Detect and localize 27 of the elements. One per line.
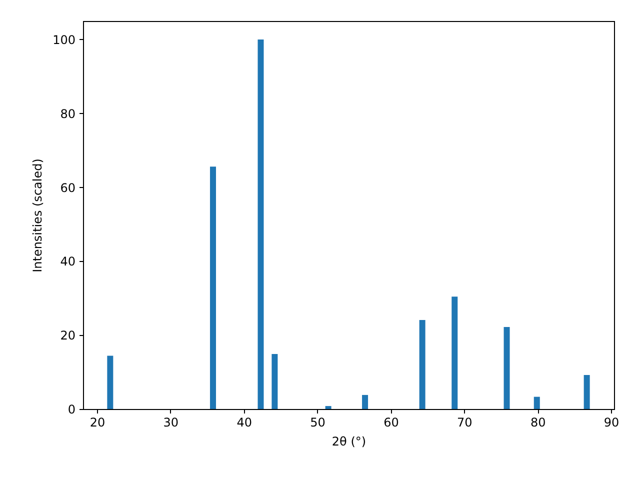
- x-tick-label: 30: [163, 416, 179, 430]
- y-tick-label: 0: [68, 402, 76, 416]
- x-tick-label: 20: [90, 416, 106, 430]
- x-tick-label: 70: [457, 416, 472, 430]
- bar: [419, 320, 426, 409]
- x-tick-label: 60: [384, 416, 399, 430]
- bar: [534, 396, 540, 409]
- bar: [272, 354, 278, 409]
- y-tick-label: 80: [60, 106, 76, 121]
- x-axis-title: 2θ (°): [332, 434, 366, 448]
- bar: [362, 394, 368, 409]
- x-tick-label: 50: [310, 416, 326, 430]
- x-tick-label: 80: [530, 416, 546, 430]
- bar: [107, 356, 114, 409]
- bar: [258, 39, 264, 409]
- x-tick-label: 90: [604, 416, 620, 430]
- bar: [325, 406, 332, 409]
- y-tick-label: 20: [60, 328, 76, 343]
- y-tick-label: 60: [60, 180, 76, 195]
- bar: [504, 326, 510, 409]
- bar: [210, 166, 216, 409]
- bar: [584, 375, 590, 409]
- bar: [452, 296, 458, 409]
- x-tick-label: 40: [236, 416, 252, 430]
- y-tick-label: 100: [52, 32, 76, 47]
- y-tick-label: 40: [60, 254, 76, 269]
- y-axis-title: Intensities (scaled): [30, 158, 45, 272]
